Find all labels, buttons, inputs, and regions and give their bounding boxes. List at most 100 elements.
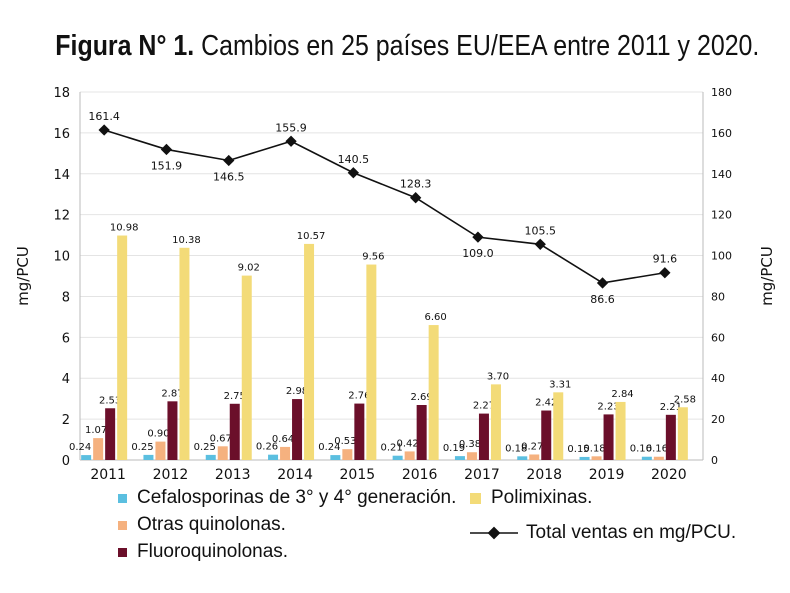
bar-3	[179, 247, 190, 460]
line-marker	[285, 135, 297, 147]
data-label: 2.84	[611, 389, 633, 400]
bar-1	[529, 454, 540, 460]
data-label: 3.70	[487, 371, 509, 382]
legend-item-fluoroquinolonas: Fluoroquinolonas.	[118, 541, 288, 563]
bar-3	[553, 392, 564, 460]
line-marker	[659, 267, 671, 279]
x-tick-label: 2018	[526, 467, 562, 483]
data-label: 0.16	[646, 444, 668, 455]
legend-swatch	[118, 520, 127, 530]
bar-3	[490, 384, 501, 460]
bar-1	[155, 441, 166, 460]
y2-tick-label: 140	[711, 168, 732, 181]
line-marker	[472, 231, 484, 243]
line-data-label: 91.6	[653, 253, 678, 266]
y2-tick-label: 0	[711, 454, 718, 467]
bar-2	[478, 413, 489, 460]
line-data-label: 161.4	[88, 110, 120, 123]
data-label: 0.15	[567, 444, 589, 455]
legend-label: Total ventas en mg/PCU.	[526, 522, 737, 543]
x-tick-label: 2012	[153, 467, 189, 483]
data-label: 2.42	[535, 398, 557, 409]
bar-3	[304, 243, 315, 460]
line-data-label: 128.3	[400, 178, 432, 191]
line-data-label: 105.5	[525, 224, 557, 237]
line-marker	[409, 192, 422, 204]
bar-0	[517, 456, 528, 460]
bar-3	[366, 264, 377, 460]
line-marker	[160, 143, 173, 156]
bar-0	[454, 456, 465, 460]
y2-tick-label: 120	[711, 209, 732, 222]
data-label: 2.53	[99, 395, 121, 406]
data-label: 10.98	[110, 223, 139, 234]
data-label: 0.21	[381, 443, 403, 454]
x-tick-label: 2020	[651, 467, 687, 483]
y-tick-label: 8	[62, 290, 70, 305]
x-tick-label: 2019	[589, 467, 625, 483]
bar-0	[81, 455, 92, 460]
y2-tick-label: 100	[711, 250, 732, 263]
data-label: 0.67	[210, 433, 232, 444]
data-label: 2.27	[473, 401, 495, 412]
bar-2	[229, 403, 240, 460]
x-tick-label: 2014	[277, 467, 313, 483]
line-marker	[534, 238, 546, 250]
data-label: 10.38	[172, 235, 201, 246]
legend-label: Otras quinolonas.	[137, 514, 286, 535]
data-label: 0.24	[69, 442, 91, 453]
total-line	[103, 129, 665, 284]
legend-label: Fluoroquinolonas.	[137, 541, 289, 562]
data-label: 2.98	[286, 386, 308, 397]
y2-tick-label: 20	[711, 413, 725, 426]
bar-2	[665, 414, 676, 460]
bar-1	[217, 446, 228, 460]
y-tick-label: 18	[53, 86, 70, 101]
data-label: 0.26	[256, 442, 278, 453]
data-label: 1.07	[85, 425, 107, 436]
data-label: 2.21	[660, 402, 682, 413]
legend-item-cefalosporinas: Cefalosporinas de 3° y 4° generación.	[118, 487, 456, 509]
y-tick-label: 14	[53, 168, 70, 183]
title-rest: Cambios en 25 países EU/EEA entre 2011 y…	[201, 30, 760, 62]
x-tick-label: 2013	[215, 467, 251, 483]
x-tick-label: 2017	[464, 467, 500, 483]
y2-tick-label: 180	[711, 86, 732, 99]
bar-0	[392, 455, 403, 460]
data-label: 0.64	[272, 434, 294, 445]
title-bold: Figura N° 1.	[55, 30, 195, 62]
data-label: 0.25	[131, 442, 153, 453]
bar-1	[404, 451, 415, 460]
bar-2	[541, 410, 552, 460]
legend-swatch	[118, 493, 127, 503]
data-label: 0.24	[318, 442, 340, 453]
data-label: 2.69	[411, 392, 433, 403]
data-label: 2.23	[597, 401, 619, 412]
bar-0	[143, 454, 154, 460]
y2-tick-label: 40	[711, 372, 725, 385]
data-label: 6.60	[425, 312, 447, 323]
line-data-label: 146.5	[213, 170, 245, 183]
bar-3	[241, 275, 252, 460]
bar-1	[342, 449, 353, 460]
bar-2	[105, 408, 116, 460]
data-label: 2.58	[674, 394, 696, 405]
data-label: 10.57	[297, 231, 326, 242]
data-label: 9.02	[238, 263, 260, 274]
bar-1	[466, 452, 477, 460]
data-label: 0.18	[505, 443, 527, 454]
bar-2	[354, 403, 365, 460]
legend-item-total: Total ventas en mg/PCU.	[470, 522, 736, 544]
bar-3	[615, 401, 626, 460]
bar-0	[330, 455, 341, 460]
bar-1	[93, 438, 104, 460]
bar-0	[641, 456, 652, 460]
chart-title: Figura N° 1. Cambios en 25 países EU/EEA…	[55, 30, 759, 63]
data-label: 0.19	[443, 443, 465, 454]
y2-axis-label: mg/PCU	[758, 246, 776, 306]
line-marker	[596, 277, 609, 289]
line-data-label: 151.9	[151, 159, 183, 172]
bar-2	[416, 405, 427, 460]
line-marker	[98, 124, 110, 136]
bar-2	[167, 401, 178, 460]
